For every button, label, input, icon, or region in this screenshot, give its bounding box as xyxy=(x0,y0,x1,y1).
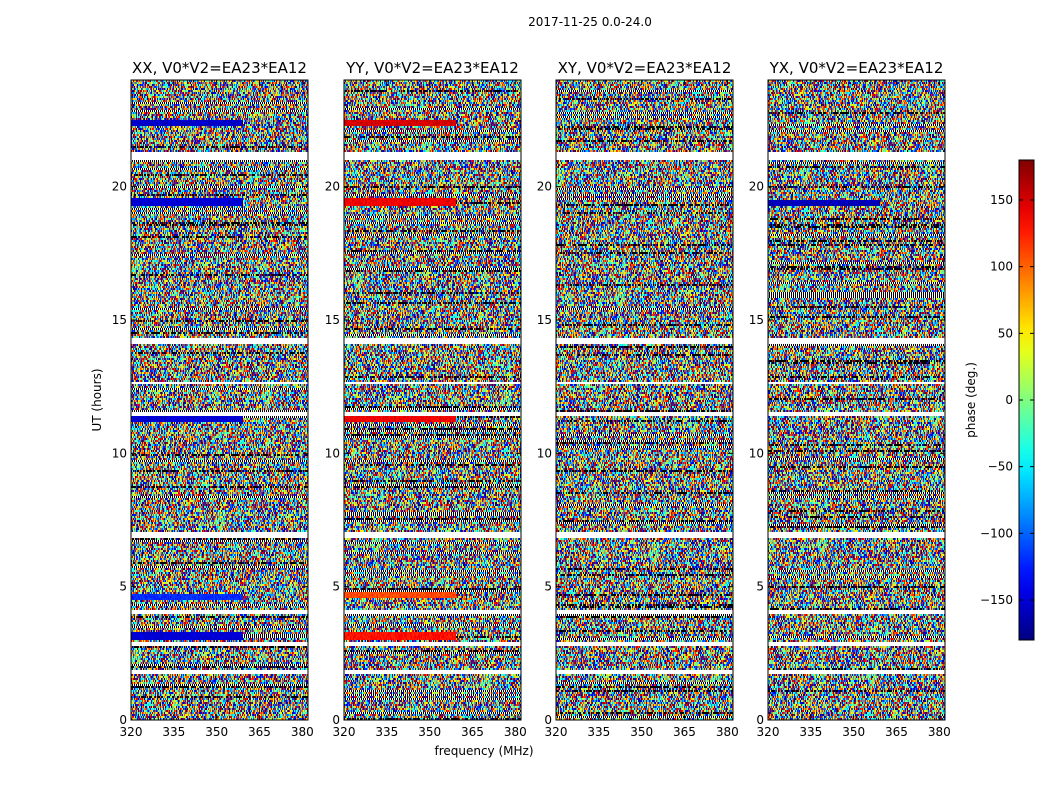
y-tick-label: 5 xyxy=(332,580,340,594)
y-tick-label: 20 xyxy=(537,180,552,194)
panel-3: XY, V0*V2=EA23*EA12 320 335 350 365 380 0 5 10 15… xyxy=(537,59,739,739)
x-tick-label: 335 xyxy=(587,725,610,739)
x-tick-label: 380 xyxy=(291,725,314,739)
y-tick-label: 10 xyxy=(325,446,340,460)
x-tick-label: 380 xyxy=(928,725,951,739)
y-tick-label: 10 xyxy=(112,446,127,460)
y-tick-label: 15 xyxy=(537,313,552,327)
figure-title: 2017-11-25 0.0-24.0 xyxy=(528,15,652,29)
colorbar: 150 100 50 0 −50 −100 −150 xyxy=(980,159,1035,641)
x-tick-label: 320 xyxy=(545,725,568,739)
colorbar-tick-label: −100 xyxy=(980,526,1013,540)
panel-frame xyxy=(767,79,946,721)
y-tick-label: 0 xyxy=(119,713,127,727)
y-tick-label: 10 xyxy=(537,446,552,460)
panels-group: XX, V0*V2=EA23*EA12 320 335 350 365 380 0 5 10 15… xyxy=(112,59,951,739)
panel-title: XY, V0*V2=EA23*EA12 xyxy=(558,59,732,77)
x-tick-label: 350 xyxy=(418,725,441,739)
heatmap-image xyxy=(556,80,733,720)
colorbar-label: phase (deg.) xyxy=(964,362,978,438)
y-tick-label: 20 xyxy=(112,180,127,194)
colorbar-tick-label: 0 xyxy=(1005,393,1013,407)
x-tick-label: 380 xyxy=(716,725,739,739)
x-tick-label: 380 xyxy=(504,725,527,739)
colorbar-tick-label: 100 xyxy=(990,260,1013,274)
y-tick-label: 5 xyxy=(544,580,552,594)
x-tick-label: 350 xyxy=(842,725,865,739)
panel-frame xyxy=(343,79,522,721)
y-tick-label: 10 xyxy=(749,446,764,460)
x-tick-label: 365 xyxy=(248,725,271,739)
heatmap-image xyxy=(131,80,308,720)
panel-title: YY, V0*V2=EA23*EA12 xyxy=(345,59,519,77)
x-tick-label: 350 xyxy=(630,725,653,739)
y-tick-label: 15 xyxy=(325,313,340,327)
x-tick-label: 320 xyxy=(120,725,143,739)
y-axis-label: UT (hours) xyxy=(90,368,104,431)
x-tick-label: 365 xyxy=(673,725,696,739)
panel-frame xyxy=(555,79,734,721)
y-tick-label: 5 xyxy=(756,580,764,594)
x-tick-label: 335 xyxy=(799,725,822,739)
y-tick-label: 5 xyxy=(119,580,127,594)
x-tick-label: 335 xyxy=(375,725,398,739)
y-tick-label: 20 xyxy=(749,180,764,194)
y-tick-label: 15 xyxy=(112,313,127,327)
x-tick-label: 335 xyxy=(162,725,185,739)
panel-4: YX, V0*V2=EA23*EA12 320 335 350 365 380 0 5 10 15… xyxy=(749,59,951,739)
colorbar-tick-label: −50 xyxy=(988,460,1013,474)
panel-2: YY, V0*V2=EA23*EA12 320 335 350 365 380 0 5 10 15… xyxy=(325,59,527,739)
x-tick-label: 320 xyxy=(333,725,356,739)
y-tick-label: 20 xyxy=(325,180,340,194)
x-tick-label: 365 xyxy=(461,725,484,739)
x-tick-label: 365 xyxy=(885,725,908,739)
panel-1: XX, V0*V2=EA23*EA12 320 335 350 365 380 0 5 10 15… xyxy=(112,59,314,739)
colorbar-tick-label: 150 xyxy=(990,193,1013,207)
x-axis-label: frequency (MHz) xyxy=(434,744,533,758)
panel-title: XX, V0*V2=EA23*EA12 xyxy=(132,59,307,77)
heatmap-image xyxy=(768,80,945,720)
y-tick-label: 0 xyxy=(332,713,340,727)
panel-title: YX, V0*V2=EA23*EA12 xyxy=(769,59,944,77)
y-tick-label: 0 xyxy=(756,713,764,727)
y-tick-label: 15 xyxy=(749,313,764,327)
panel-frame xyxy=(130,79,309,721)
heatmap-image xyxy=(344,80,521,720)
colorbar-tick-label: −150 xyxy=(980,593,1013,607)
colorbar-tick-label: 50 xyxy=(998,326,1013,340)
x-tick-label: 350 xyxy=(205,725,228,739)
y-tick-label: 0 xyxy=(544,713,552,727)
x-tick-label: 320 xyxy=(757,725,780,739)
